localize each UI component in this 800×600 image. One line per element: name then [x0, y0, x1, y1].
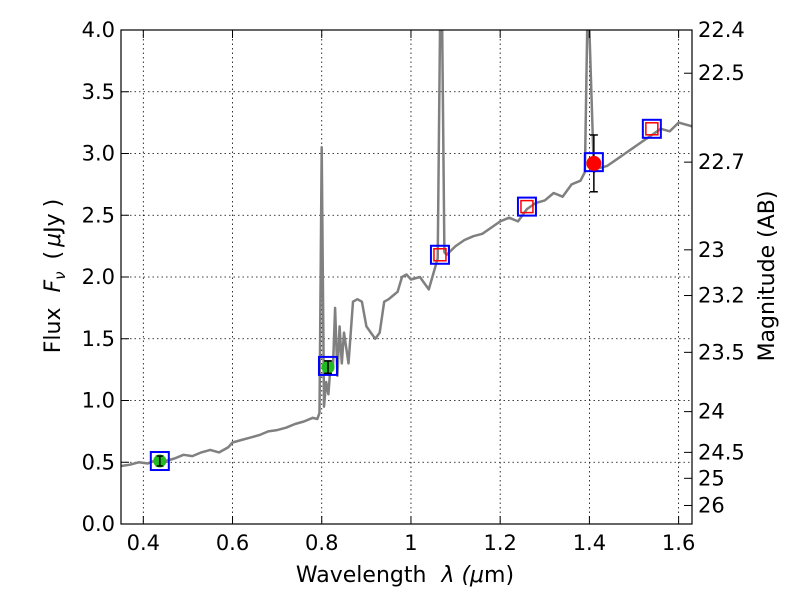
photometry-points — [149, 118, 662, 472]
y2-axis-label: Magnitude (AB) — [755, 191, 780, 362]
observed-flux-square — [645, 122, 659, 136]
y2-tick-label: 23.2 — [698, 284, 745, 308]
y-axis-label-symbol: F — [41, 280, 66, 293]
y-tick-label: 2.0 — [82, 265, 115, 289]
x-tick-label: 1.2 — [483, 531, 516, 555]
y-tick-label: 2.5 — [82, 203, 115, 227]
y2-tick-label: 22.4 — [698, 18, 745, 42]
x-tick-label: 0.6 — [216, 531, 249, 555]
y-axis-label-close-paren: ) — [41, 199, 66, 208]
y-axis-label: Flux Fν ( μJy) — [41, 199, 69, 353]
x-axis-label-mu: μ — [469, 563, 484, 588]
y-axis-label-open-paren: ( — [41, 251, 66, 260]
y-axis-ticks: 0.0 0.5 1.0 1.5 2.0 2.5 3.0 3.5 4.0 — [82, 18, 129, 536]
x-axis-label-word: Wavelength — [296, 563, 427, 588]
y-tick-label: 3.5 — [82, 80, 115, 104]
y2-tick-label: 24 — [698, 400, 725, 424]
observed-flux-square — [520, 199, 534, 214]
y-tick-label: 1.0 — [82, 389, 115, 413]
y-tick-label: 0.5 — [82, 450, 115, 474]
y2-tick-label: 25 — [698, 466, 725, 490]
y2-tick-label: 22.7 — [698, 150, 745, 174]
observed-flux-square — [433, 248, 447, 262]
model-flux-box — [149, 451, 170, 472]
model-flux-box — [429, 244, 450, 265]
x-axis-label-unit: m) — [484, 563, 514, 588]
spectrum-line — [121, 30, 692, 468]
y-tick-label: 4.0 — [82, 18, 115, 42]
y-axis-label-unit: Jy — [41, 213, 66, 235]
y2-tick-label: 24.5 — [698, 440, 745, 464]
y-axis-label-word: Flux — [41, 308, 66, 354]
model-flux-box — [583, 152, 604, 173]
y-tick-label: 0.0 — [82, 512, 115, 536]
y2-tick-label: 23 — [698, 238, 725, 262]
x-tick-label: 1.4 — [573, 531, 606, 555]
y2-axis-ticks: 22.4 22.5 22.7 23 23.2 23.5 24 24.525 26 — [684, 18, 745, 517]
y-axis-label-mu: μ — [41, 233, 66, 248]
x-axis-label-symbol: λ ( — [440, 563, 471, 588]
x-tick-label: 1 — [404, 531, 417, 555]
y2-tick-label: 26 — [698, 493, 725, 517]
y-axis-label-subscript: ν — [51, 271, 69, 279]
model-flux-box — [641, 118, 662, 139]
x-axis-ticks: 0.4 0.6 0.8 1 1.2 1.4 1.6 — [127, 30, 695, 555]
y2-tick-label: 23.5 — [698, 340, 745, 364]
y-tick-label: 3.0 — [82, 142, 115, 166]
x-tick-label: 1.6 — [662, 531, 695, 555]
x-axis-label: Wavelength λ (μm) — [296, 563, 514, 588]
spectrum-layer — [121, 30, 692, 468]
y-tick-label: 1.5 — [82, 327, 115, 351]
model-flux-box — [317, 355, 338, 376]
x-tick-label: 0.8 — [305, 531, 338, 555]
model-flux-box — [516, 196, 537, 217]
observed-flux-point — [586, 155, 602, 171]
x-tick-label: 0.4 — [127, 531, 160, 555]
y2-tick-label: 22.5 — [698, 61, 745, 85]
